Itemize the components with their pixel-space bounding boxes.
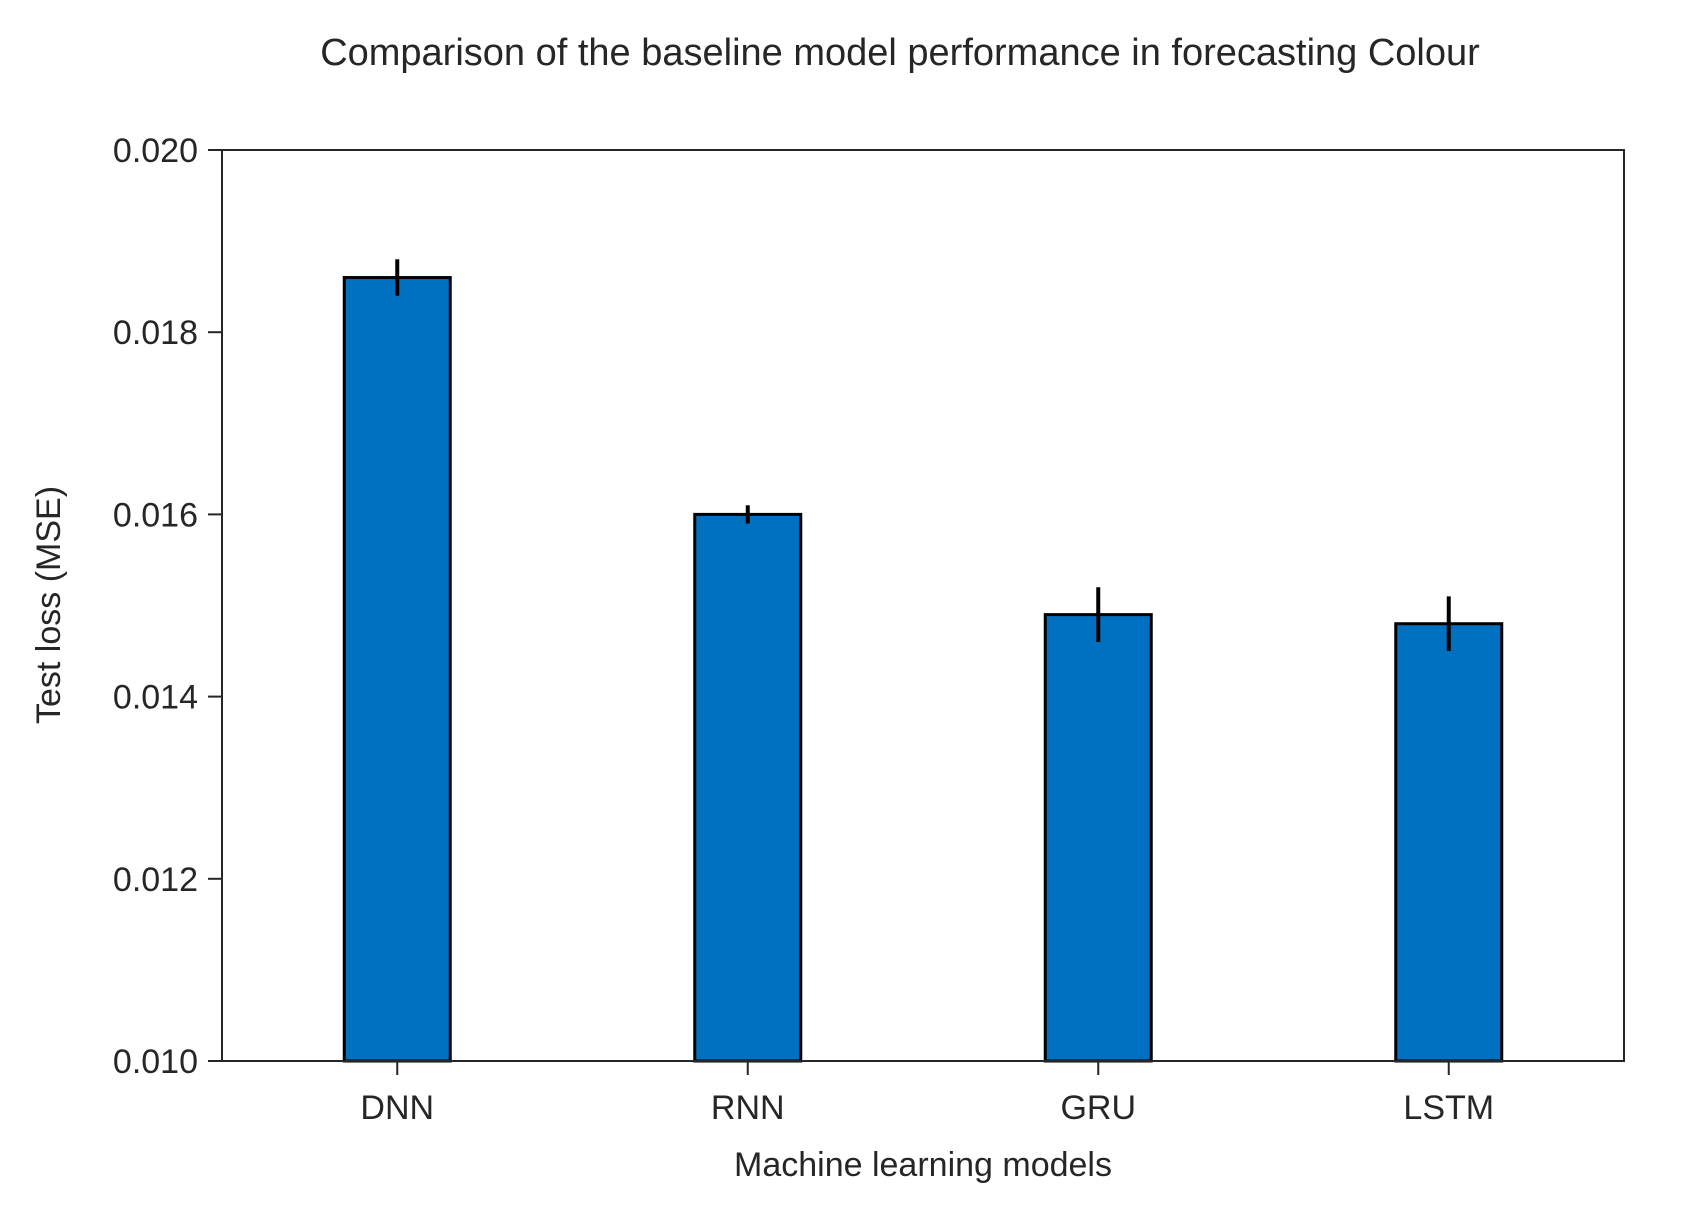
bar-rnn (693, 512, 803, 1063)
y-tick-label: 0.010 (113, 1043, 198, 1081)
y-axis: 0.010 0.012 0.014 0.016 0.018 0.020 (113, 132, 222, 1081)
bar-dnn (342, 276, 452, 1063)
bar-gru (1043, 613, 1153, 1063)
x-tick-label: RNN (711, 1089, 785, 1127)
x-tick-label: GRU (1060, 1089, 1136, 1127)
x-axis: DNN RNN GRU LSTM (360, 1061, 1494, 1127)
x-axis-label: Machine learning models (734, 1146, 1112, 1184)
y-axis-label: Test loss (MSE) (30, 486, 68, 724)
chart-title: Comparison of the baseline model perform… (320, 32, 1480, 74)
y-tick-label: 0.020 (113, 132, 198, 170)
y-tick-label: 0.016 (113, 496, 198, 534)
y-tick-label: 0.014 (113, 679, 198, 717)
bar-lstm (1394, 622, 1504, 1063)
x-tick-label: LSTM (1403, 1089, 1494, 1127)
y-tick-label: 0.018 (113, 314, 198, 352)
y-tick-label: 0.012 (113, 861, 198, 899)
plot-frame (221, 149, 1625, 1062)
plot-area (342, 259, 1504, 1063)
x-tick-label: DNN (360, 1089, 434, 1127)
